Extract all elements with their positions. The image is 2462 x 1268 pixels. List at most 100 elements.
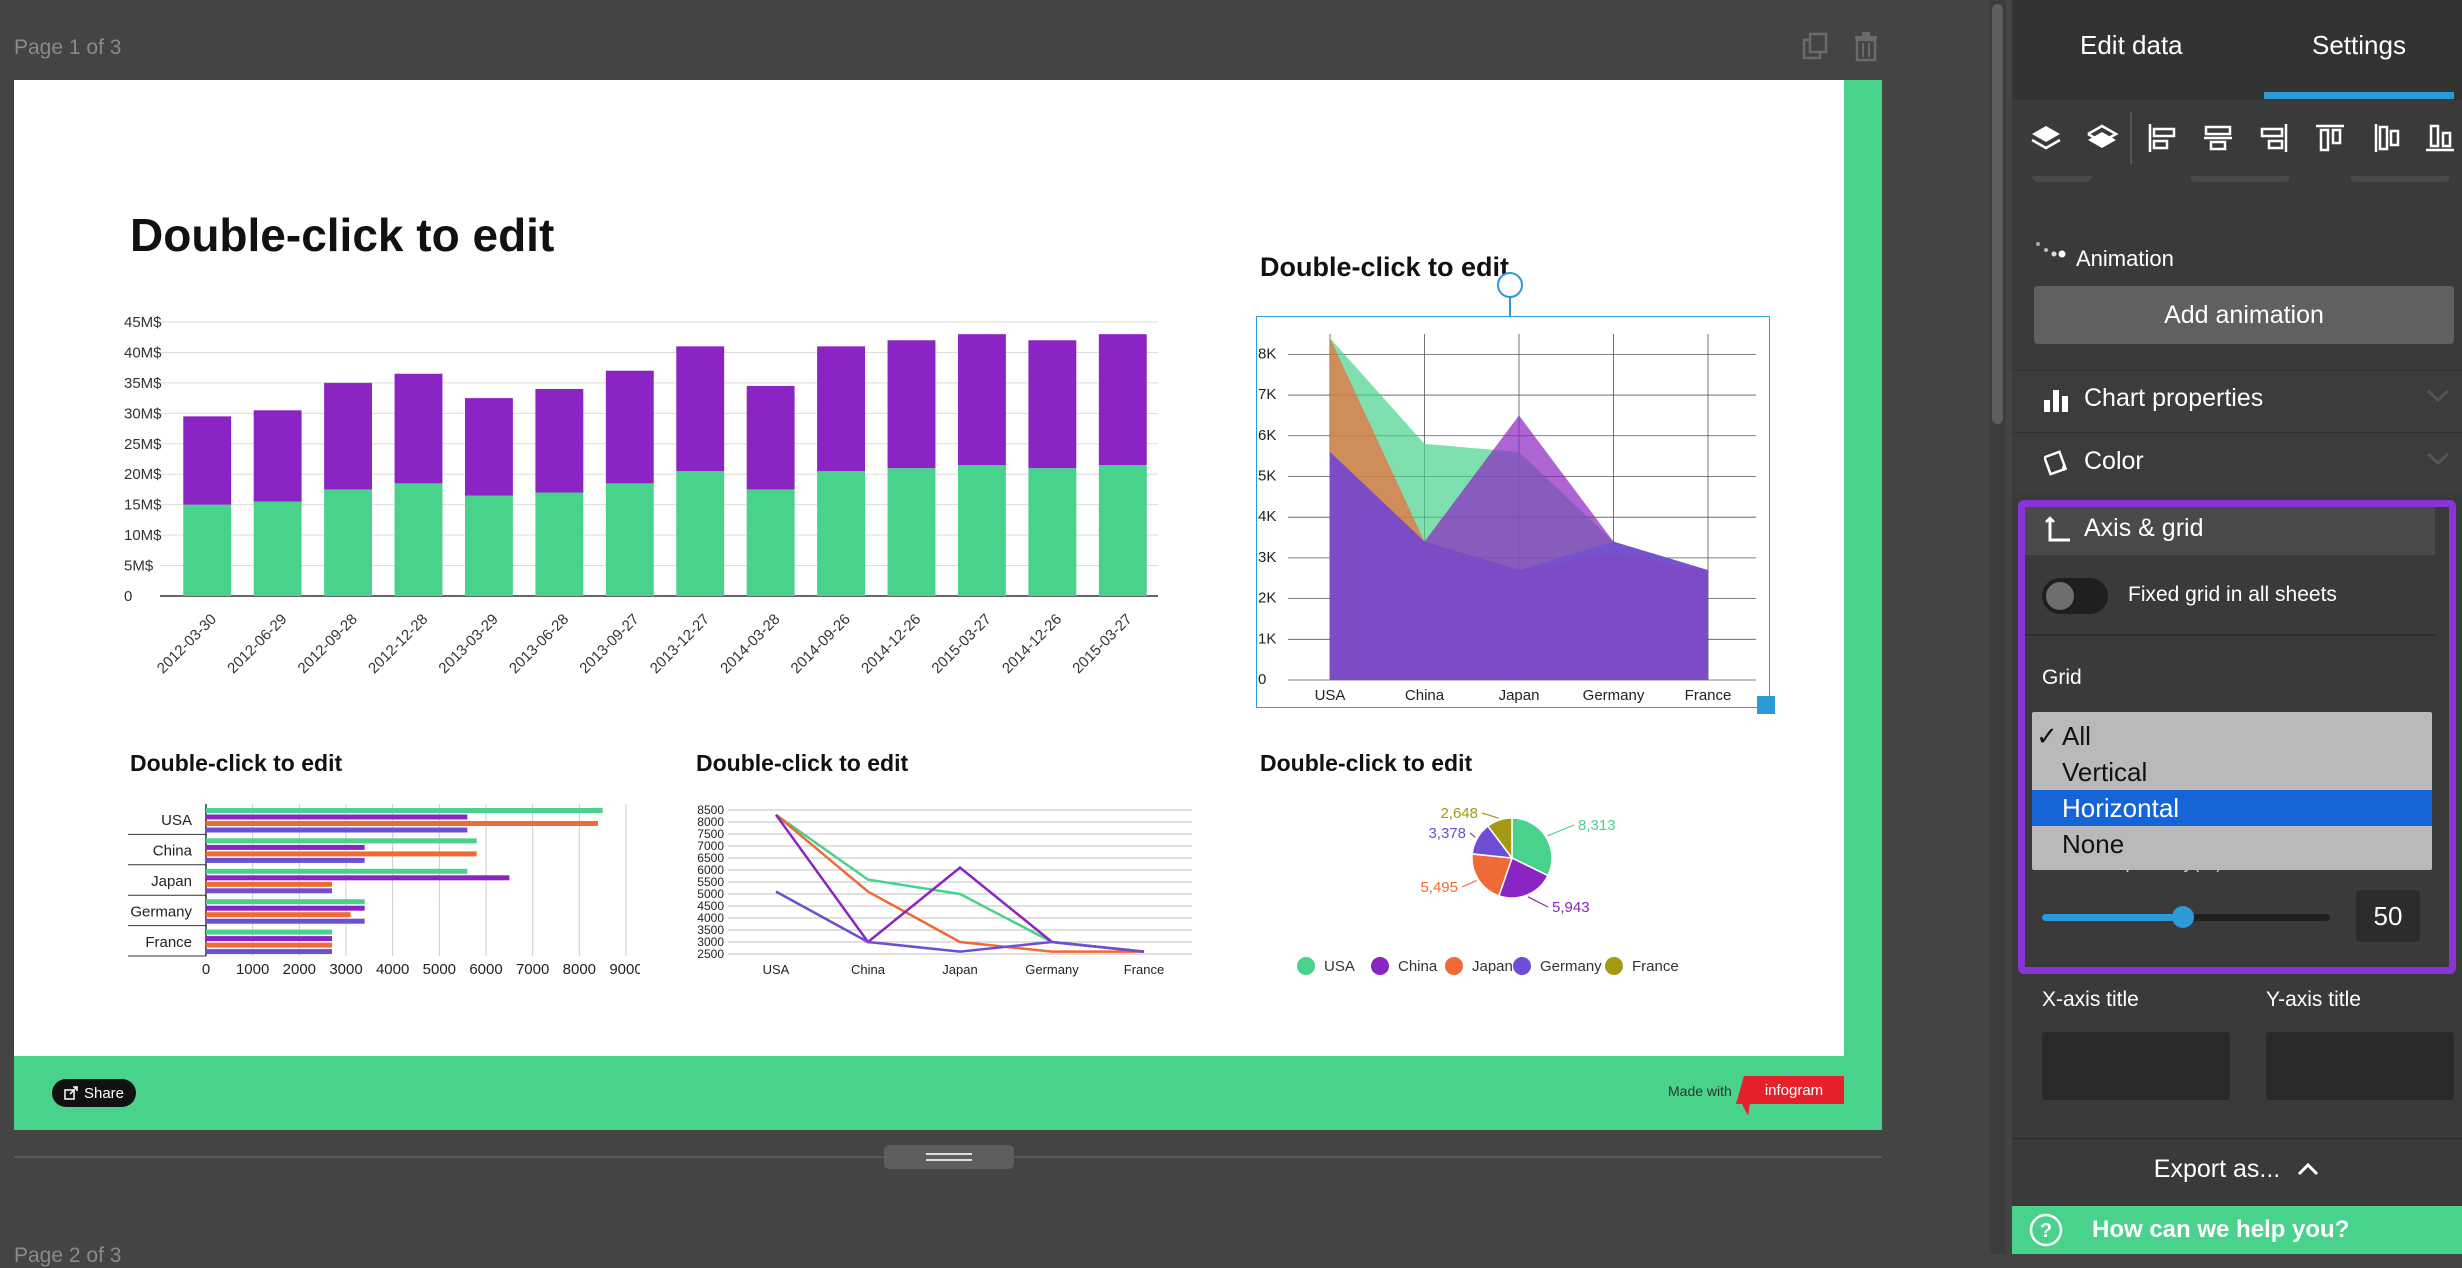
infogram-brand-text: infogram <box>1765 1082 1823 1099</box>
panel-tabs-bar <box>2012 0 2462 100</box>
y-axis-title-label: Y-axis title <box>2266 988 2361 1011</box>
grid-option-all-label: All <box>2062 720 2091 751</box>
align-top-icon[interactable] <box>2310 118 2350 158</box>
pie-leader-line <box>1481 812 1499 819</box>
hbar-chart-title[interactable]: Double-click to edit <box>130 750 343 776</box>
toggle-knob <box>2046 582 2074 610</box>
grid-label: Grid <box>2042 666 2082 689</box>
pie-slice <box>1497 856 1549 899</box>
grid-option-horizontal[interactable]: Horizontal <box>2032 790 2432 826</box>
tab-edit-data[interactable]: Edit data <box>2080 30 2183 60</box>
x-tick-label: 6000 <box>469 961 502 978</box>
area-chart[interactable]: 8K 7K 6K 5K 4K 3K 2K 1K 0 USA China Japan Germany Fra… <box>1256 316 1768 716</box>
editor-scrollbar-thumb[interactable] <box>1992 4 2003 424</box>
area-series <box>1330 338 1708 680</box>
pie-slice <box>1486 817 1513 861</box>
x-tick-label: 9000 <box>609 961 640 978</box>
pie-value-label: 5,495 <box>1420 879 1458 896</box>
color-section[interactable] <box>2012 432 2462 493</box>
export-button[interactable]: Export as... <box>2012 1138 2462 1199</box>
bar-segment <box>1098 334 1147 466</box>
align-middle-icon[interactable] <box>2366 118 2406 158</box>
pie-leader-line <box>1461 880 1477 888</box>
chevron-down-icon[interactable] <box>2426 451 2450 472</box>
legend-swatch <box>1297 957 1315 975</box>
pie-value-label: 2,648 <box>1440 805 1478 822</box>
align-right-icon[interactable] <box>2254 118 2294 158</box>
share-button[interactable]: Share <box>52 1079 136 1107</box>
grid-transparency-input[interactable]: 50 <box>2356 890 2420 942</box>
bar-segment <box>535 492 584 596</box>
fixed-grid-label: Fixed grid in all sheets <box>2128 583 2337 606</box>
resize-handle-corner[interactable] <box>1757 696 1775 714</box>
bar-segment <box>957 334 1006 466</box>
horizontal-bar-chart[interactable]: 0 1000 2000 3000 4000 5000 6000 7000 8000 9000 USA… <box>120 796 640 986</box>
rotate-handle[interactable] <box>1497 272 1523 298</box>
legend-label: USA <box>1324 958 1355 975</box>
tab-settings[interactable]: Settings <box>2312 30 2406 60</box>
divider <box>2025 634 2435 636</box>
x-tick-label: 5000 <box>423 961 456 978</box>
x-axis-title-input[interactable] <box>2042 1032 2230 1100</box>
grid-option-all[interactable]: ✓ All <box>2032 718 2432 754</box>
bar-segment <box>1028 468 1077 596</box>
line-chart[interactable]: 8500800075007000650060005500500045004000… <box>680 796 1200 986</box>
send-backward-icon[interactable] <box>2082 118 2122 158</box>
y-tick-label: 10M$ <box>124 527 162 544</box>
x-tick-label: 4000 <box>376 961 409 978</box>
x-tick-label: 2013-06-28 <box>506 611 572 677</box>
pie-chart-title[interactable]: Double-click to edit <box>1260 750 1473 776</box>
bring-forward-icon[interactable] <box>2026 118 2066 158</box>
hbar <box>206 827 468 833</box>
chart-properties-section[interactable] <box>2012 370 2462 431</box>
line-series <box>775 813 1144 953</box>
x-tick-label: Germany <box>1025 962 1079 977</box>
x-tick-label: 3000 <box>329 961 362 978</box>
area-chart-title[interactable]: Double-click to edit <box>1260 252 1510 282</box>
help-bar[interactable]: ? How can we help you? <box>2012 1206 2462 1254</box>
line-labels: 8500800075007000650060005500500045004000… <box>697 803 1164 977</box>
x-tick-label: 2013-12-27 <box>647 611 713 677</box>
x-tick-label: France <box>1685 687 1732 704</box>
bar-segment <box>817 471 866 596</box>
align-center-icon[interactable] <box>2198 118 2238 158</box>
bar-segment <box>1028 340 1077 469</box>
y-tick-label: 7000 <box>697 839 724 853</box>
grid-option-none[interactable]: None <box>2032 826 2432 862</box>
align-bottom-icon[interactable] <box>2420 118 2460 158</box>
hbar-bars <box>206 808 603 955</box>
collapsed-edge <box>2350 176 2450 182</box>
hbar <box>206 949 332 955</box>
y-axis-title-input[interactable] <box>2266 1032 2454 1100</box>
align-left-icon[interactable] <box>2142 118 2182 158</box>
legend-label: Japan <box>1472 958 1513 975</box>
slider-knob[interactable] <box>2172 906 2194 928</box>
share-label: Share <box>83 1084 125 1102</box>
trash-icon[interactable] <box>1850 30 1882 62</box>
y-tick-label: 4000 <box>697 911 724 925</box>
selection-frame <box>1256 316 1770 708</box>
add-animation-button[interactable]: Add animation <box>2034 286 2454 344</box>
line-series <box>775 813 1145 953</box>
hbar-labels: 0 1000 2000 3000 4000 5000 6000 7000 8000 9000 USA… <box>130 812 640 978</box>
pie-leader-line <box>1527 896 1549 908</box>
line-chart-title[interactable]: Double-click to edit <box>696 750 909 776</box>
pie-labels: 8,313 5,943 5,495 3,378 2,648 <box>1420 805 1615 916</box>
main-title[interactable]: Double-click to edit <box>130 209 555 261</box>
bar-segment <box>605 483 654 596</box>
copy-icon[interactable] <box>1800 30 1832 62</box>
pie-leader-line <box>1547 824 1575 837</box>
chevron-down-icon[interactable] <box>2426 388 2450 409</box>
animation-icon <box>2034 240 2066 264</box>
y-tick-label: 7500 <box>697 827 724 841</box>
toolbar-divider <box>2130 112 2132 164</box>
pie-chart[interactable]: 8,313 5,943 5,495 3,378 2,648 USA China Japan G… <box>1260 796 1780 996</box>
page-resize-handle[interactable] <box>884 1145 1014 1169</box>
stacked-bar-chart[interactable]: 45M$ 40M$ 35M$ 30M$ 25M$ 20M$ 15M$ 10M$ 5M$ 0 2012… <box>100 310 1200 710</box>
infogram-logo[interactable]: infogram <box>1736 1076 1844 1116</box>
grid-option-vertical[interactable]: Vertical <box>2032 754 2432 790</box>
hbar <box>206 808 603 813</box>
y-tick-label: 6K <box>1258 427 1276 444</box>
hbar <box>206 844 365 850</box>
axis-grid-header[interactable] <box>2025 507 2435 555</box>
